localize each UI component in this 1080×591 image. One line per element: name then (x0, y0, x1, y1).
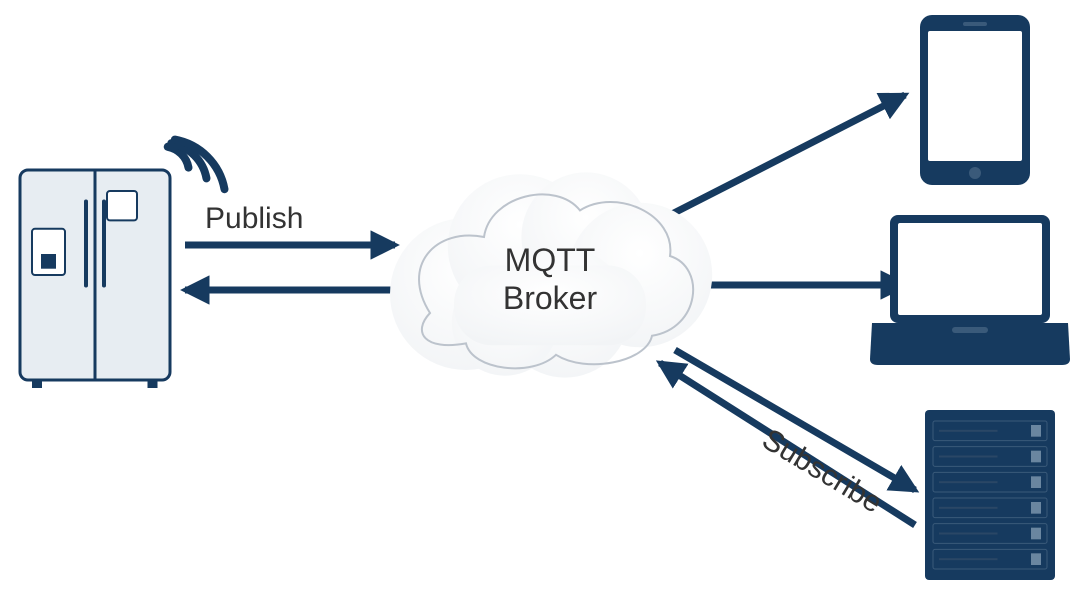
cloud-broker-icon: MQTTBroker (390, 172, 712, 377)
broker-label-line2: Broker (503, 280, 598, 316)
refrigerator-icon (20, 140, 225, 388)
broker-label-line1: MQTT (505, 242, 596, 278)
edge-cloud-to-phone (670, 95, 905, 215)
server-icon (925, 410, 1055, 580)
smartphone-icon (920, 15, 1030, 185)
laptop-icon (870, 215, 1070, 365)
publish-label: Publish (205, 202, 303, 235)
